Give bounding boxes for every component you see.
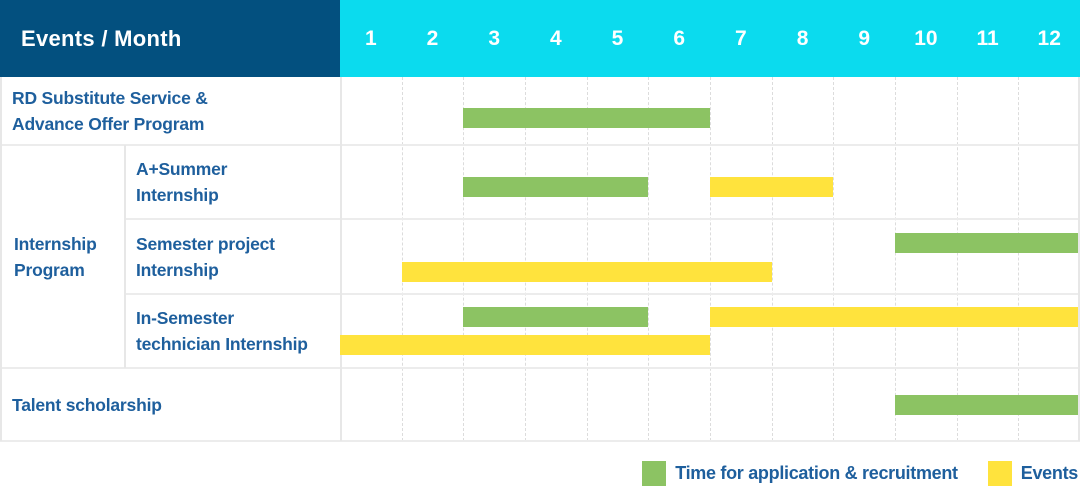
table-border-right — [1078, 77, 1080, 441]
month-header-cell: 12 — [1037, 26, 1061, 50]
gantt-bar-events — [710, 177, 834, 197]
month-header-cell: 2 — [426, 26, 439, 50]
legend-label-events: Events — [1020, 463, 1079, 483]
month-header-cell: 8 — [796, 26, 809, 50]
gantt-bar-recruitment — [895, 395, 1078, 415]
legend-label-recruitment: Time for application & recruitment — [675, 463, 958, 483]
month-header-cell: 6 — [673, 26, 686, 50]
month-header-cell: 11 — [976, 26, 999, 50]
month-gridline — [648, 77, 650, 441]
row-label-cell: RD Substitute Service & Advance Offer Pr… — [12, 88, 208, 134]
row-label-cell: Semester project Internship — [136, 233, 275, 280]
month-header-cell: 9 — [858, 26, 871, 50]
events-month-header-cell: Events / Month — [0, 0, 340, 77]
month-gridline — [401, 77, 403, 441]
row-divider — [0, 367, 1080, 369]
month-header-cell: 7 — [735, 26, 747, 50]
month-header-cell: 4 — [550, 26, 562, 50]
month-gridline — [586, 77, 588, 441]
gantt-bar-events — [340, 335, 710, 355]
gantt-bar-recruitment — [463, 108, 710, 128]
month-gridline — [525, 77, 526, 441]
table-border-bottom — [0, 440, 1080, 442]
gantt-bar-recruitment — [463, 307, 649, 327]
row-label-cell: In-Semester technician Internship — [136, 308, 308, 354]
month-header-cell: 10 — [914, 26, 938, 50]
row-divider — [124, 218, 1080, 220]
table-border-left — [0, 77, 2, 441]
month-header-cell: 1 — [364, 26, 377, 50]
group-label-cell: Internship Program — [14, 233, 97, 280]
legend: Time for application & recruitment Event… — [642, 461, 1078, 486]
month-gridline — [895, 77, 896, 441]
row-label-cell: A+Summer Internship — [136, 159, 228, 205]
month-header-row: 1 2 3 4 5 6 7 8 9 10 11 12 — [340, 0, 1080, 77]
gantt-bar-events — [401, 262, 772, 282]
month-gridline — [1018, 77, 1020, 441]
label-column-divider — [340, 77, 342, 441]
month-gridline — [710, 77, 711, 441]
sub-label-column-divider — [124, 145, 126, 368]
row-label-cell: Talent scholarship — [12, 394, 162, 415]
month-gridline — [956, 77, 958, 441]
month-gridline — [771, 77, 773, 441]
row-divider — [124, 293, 1080, 295]
gantt-bar-events — [710, 307, 1078, 327]
gantt-bar-recruitment — [463, 177, 649, 197]
gantt-bar-recruitment — [895, 233, 1078, 253]
legend-swatch-events — [987, 461, 1012, 486]
events-month-label: Events / Month — [21, 25, 182, 51]
month-gridline — [833, 77, 835, 441]
month-header-cell: 3 — [488, 26, 501, 50]
legend-swatch-recruitment — [642, 461, 667, 486]
month-gridline — [463, 77, 465, 441]
row-divider — [0, 144, 1080, 146]
month-header-cell: 5 — [611, 26, 624, 50]
